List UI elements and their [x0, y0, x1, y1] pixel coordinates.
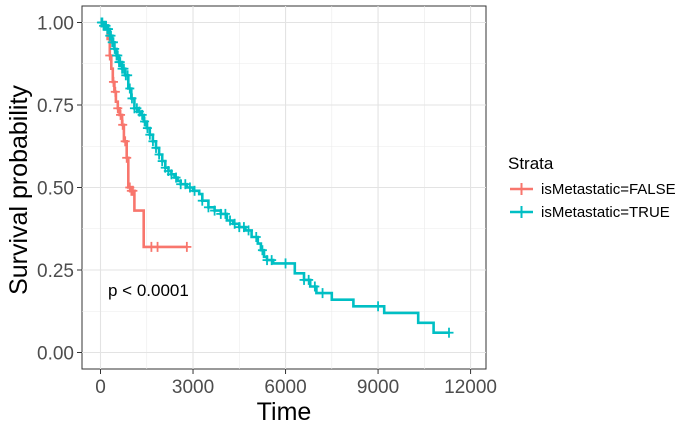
- x-tick-label: 9000: [357, 377, 399, 398]
- censor-mark-true: [154, 149, 164, 160]
- censor-mark-true: [304, 274, 314, 285]
- censor-mark-true: [115, 57, 125, 68]
- axes: 0 3000 6000 9000 12000 0.00 0.25 0.50 0.75 1.00: [37, 14, 497, 399]
- x-tick-label: 12000: [444, 377, 497, 398]
- censor-mark-true: [197, 195, 207, 206]
- y-tick-label: 0.00: [37, 344, 74, 365]
- legend-item-false: isMetastatic=FALSE: [510, 181, 676, 198]
- censor-mark-true: [157, 156, 167, 167]
- censor-mark-true: [127, 93, 137, 104]
- y-tick-label: 0.25: [37, 261, 74, 282]
- censor-mark-true: [148, 136, 158, 147]
- censor-mark-true: [113, 50, 123, 61]
- x-axis-title: Time: [257, 398, 312, 426]
- censor-mark-false: [108, 76, 118, 87]
- y-tick-label: 0.50: [37, 179, 74, 200]
- censor-mark-true: [180, 179, 190, 190]
- censor-mark-true: [251, 232, 261, 242]
- censor-mark-true: [281, 258, 291, 269]
- legend-label-false: isMetastatic=FALSE: [541, 181, 676, 198]
- censor-mark-true: [267, 255, 277, 266]
- censor-mark-true: [225, 215, 235, 226]
- censor-mark-true: [230, 218, 240, 229]
- legend: Strata isMetastatic=FALSE isMetastatic=T…: [508, 154, 676, 221]
- censor-mark-true: [140, 116, 150, 127]
- censor-mark-true: [166, 169, 176, 180]
- censor-mark-true: [373, 301, 383, 312]
- legend-title: Strata: [508, 154, 554, 173]
- censor-mark-false: [116, 109, 126, 120]
- y-tick-label: 1.00: [37, 14, 74, 35]
- censor-mark-false: [182, 241, 192, 252]
- censor-mark-false: [118, 119, 128, 130]
- censor-mark-false: [128, 185, 138, 196]
- censor-mark-true: [239, 222, 249, 233]
- censor-mark-false: [110, 86, 120, 97]
- censor-mark-true: [185, 182, 195, 193]
- censor-mark-true: [151, 142, 161, 153]
- censor-mark-true: [119, 63, 129, 74]
- censor-mark-true: [137, 109, 147, 120]
- censor-mark-false: [120, 136, 130, 147]
- annotation-p-value: p < 0.0001: [108, 281, 189, 300]
- censor-mark-true: [257, 245, 267, 256]
- censor-mark-true: [106, 30, 116, 41]
- censor-mark-true: [244, 225, 254, 236]
- censor-mark-false: [153, 241, 163, 252]
- x-tick-label: 6000: [264, 377, 306, 398]
- y-tick-label: 0.75: [37, 96, 74, 117]
- censor-mark-true: [145, 129, 155, 140]
- censor-mark-true: [171, 172, 181, 183]
- censor-mark-true: [318, 288, 328, 299]
- x-tick-label: 0: [95, 377, 106, 398]
- censor-mark-true: [108, 37, 118, 48]
- censor-mark-true: [142, 123, 152, 134]
- series-layer: [96, 17, 454, 338]
- legend-label-true: isMetastatic=TRUE: [541, 204, 670, 221]
- censor-mark-true: [104, 24, 114, 35]
- y-axis-title: Survival probability: [5, 85, 33, 295]
- censor-mark-false: [113, 103, 123, 114]
- censor-mark-true: [110, 43, 120, 54]
- censor-mark-true: [310, 281, 320, 292]
- legend-item-true: isMetastatic=TRUE: [510, 204, 670, 221]
- censor-mark-true: [210, 205, 220, 216]
- censor-mark-true: [123, 70, 133, 81]
- censor-mark-true: [125, 83, 135, 94]
- censor-mark-true: [444, 327, 454, 338]
- censor-mark-false: [122, 152, 132, 163]
- censor-mark-true: [220, 208, 230, 219]
- x-tick-label: 3000: [172, 377, 214, 398]
- censor-mark-true: [203, 202, 213, 213]
- censor-mark-true: [190, 185, 200, 196]
